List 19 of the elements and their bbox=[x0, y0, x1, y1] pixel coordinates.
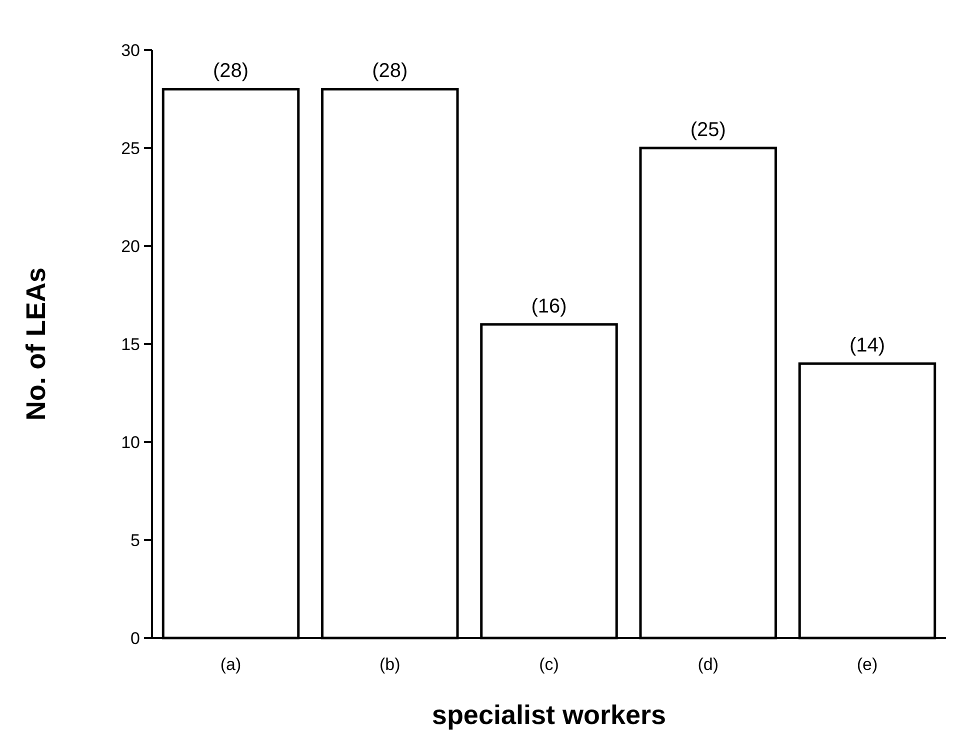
y-tick-label: 0 bbox=[130, 628, 140, 648]
y-tick-label: 5 bbox=[130, 530, 140, 550]
data-label: (14) bbox=[849, 334, 886, 357]
y-tick-label: 15 bbox=[121, 334, 140, 354]
y-tick-label: 10 bbox=[121, 432, 140, 452]
data-label: (16) bbox=[531, 295, 567, 318]
x-tick-label: (c) bbox=[539, 655, 559, 674]
x-tick-label: (d) bbox=[698, 655, 719, 674]
y-tick-label: 30 bbox=[121, 40, 140, 60]
x-axis-title: specialist workers bbox=[432, 700, 666, 730]
data-label: (28) bbox=[212, 60, 249, 82]
data-label: (25) bbox=[690, 119, 726, 141]
x-tick-label: (a) bbox=[220, 655, 242, 674]
y-tick-label: 20 bbox=[121, 236, 140, 256]
x-tick-label: (b) bbox=[379, 655, 400, 674]
x-tick-label: (e) bbox=[856, 655, 878, 674]
y-tick-label: 25 bbox=[121, 138, 140, 158]
y-axis-title: No. of LEAs bbox=[21, 268, 51, 420]
data-label: (28) bbox=[372, 60, 408, 82]
